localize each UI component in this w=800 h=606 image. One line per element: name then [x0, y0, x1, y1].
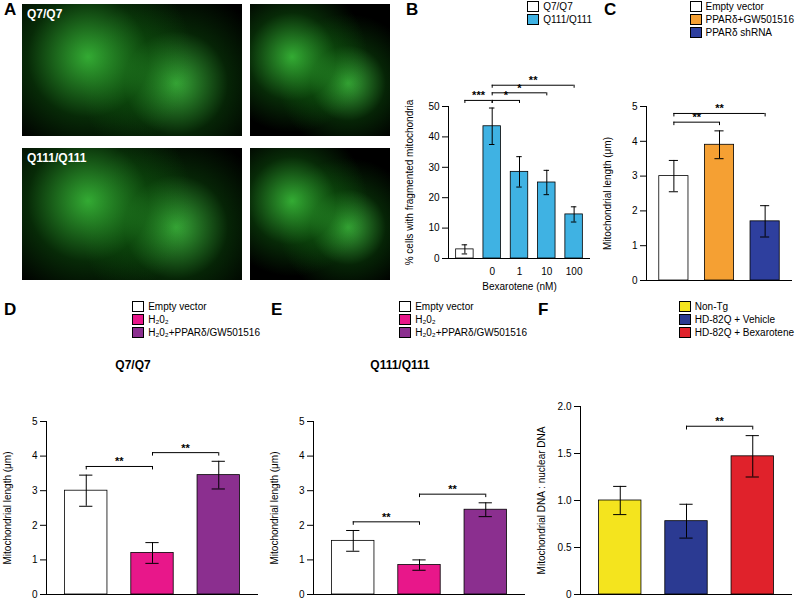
html-text:E: E	[271, 300, 283, 319]
svg-text:2.0: 2.0	[558, 401, 572, 412]
svg-text:3: 3	[32, 485, 38, 496]
html-text:HD-82Q + Bexarotene: HD-82Q + Bexarotene	[694, 327, 794, 338]
svg-text:0: 0	[32, 589, 38, 600]
svg-text:***: ***	[472, 89, 486, 101]
svg-text:1: 1	[632, 240, 638, 251]
svg-text:0: 0	[632, 275, 638, 286]
html-text:Q7/Q7: Q7/Q7	[27, 7, 63, 21]
html-text:Q111/Q111: Q111/Q111	[370, 358, 430, 372]
svg-text:Bexarotene (nM): Bexarotene (nM)	[482, 281, 556, 292]
html-text:A: A	[4, 0, 17, 19]
svg-text:1: 1	[517, 266, 523, 277]
svg-text:20: 20	[428, 192, 440, 203]
svg-text:30: 30	[428, 162, 440, 173]
svg-text:Mitochondrial length (μm): Mitochondrial length (μm)	[269, 451, 280, 564]
svg-text:**: **	[181, 442, 190, 454]
svg-text:3: 3	[299, 485, 305, 496]
html-text:HD-82Q + Vehicle: HD-82Q + Vehicle	[694, 314, 776, 325]
svg-text:5: 5	[32, 416, 38, 427]
svg-text:3: 3	[632, 170, 638, 181]
svg-text:**: **	[448, 483, 457, 495]
svg-text:0.5: 0.5	[558, 542, 572, 553]
svg-text:**: **	[715, 102, 724, 114]
svg-text:1: 1	[299, 554, 305, 565]
svg-text:1.5: 1.5	[558, 448, 572, 459]
svg-text:1.0: 1.0	[558, 495, 572, 506]
svg-text:**: **	[115, 455, 124, 467]
svg-text:4: 4	[32, 450, 38, 461]
html-text:Q111/Q111: Q111/Q111	[543, 14, 592, 25]
svg-text:1: 1	[32, 554, 38, 565]
svg-text:4: 4	[299, 450, 305, 461]
svg-text:Mitochondrial length (μm): Mitochondrial length (μm)	[2, 451, 13, 564]
svg-text:0: 0	[299, 589, 305, 600]
html-text:H₂0₂+PPARδ/GW501516: H₂0₂+PPARδ/GW501516	[415, 327, 527, 338]
svg-text:2: 2	[299, 520, 305, 531]
html-text:Empty vector: Empty vector	[415, 301, 474, 312]
svg-text:50: 50	[428, 101, 440, 112]
html-text:H₂0₂: H₂0₂	[148, 314, 169, 325]
svg-text:4: 4	[632, 136, 638, 147]
html-text:Empty vector: Empty vector	[148, 301, 207, 312]
html-text:B: B	[406, 0, 419, 19]
svg-text:40: 40	[428, 131, 440, 142]
svg-text:*: *	[504, 89, 509, 101]
svg-text:100: 100	[566, 266, 583, 277]
svg-text:2: 2	[32, 520, 38, 531]
html-text:F: F	[538, 300, 549, 319]
svg-text:10: 10	[428, 222, 440, 233]
svg-text:% cells with fragmented mitoch: % cells with fragmented mitochondria	[404, 99, 415, 265]
html-text:Q7/Q7: Q7/Q7	[115, 358, 151, 372]
html-text:Q7/Q7: Q7/Q7	[543, 1, 573, 12]
html-text:D: D	[4, 300, 17, 319]
svg-text:0: 0	[489, 266, 495, 277]
svg-text:5: 5	[632, 101, 638, 112]
html-text:H₂0₂: H₂0₂	[415, 314, 436, 325]
svg-text:10: 10	[541, 266, 553, 277]
svg-text:0: 0	[566, 589, 572, 600]
svg-text:5: 5	[299, 416, 305, 427]
svg-text:0: 0	[434, 253, 440, 264]
svg-text:*: *	[517, 82, 522, 94]
svg-text:2: 2	[632, 205, 638, 216]
html-text:H₂0₂+PPARδ/GW501516: H₂0₂+PPARδ/GW501516	[148, 327, 260, 338]
html-text:Q111/Q111: Q111/Q111	[27, 151, 87, 165]
html-text:Non-Tg: Non-Tg	[694, 301, 729, 312]
svg-text:Mitochondrial length (μm): Mitochondrial length (μm)	[602, 137, 613, 250]
html-text:Empty vector: Empty vector	[705, 1, 764, 12]
html-text:PPARδ shRNA: PPARδ shRNA	[705, 27, 772, 38]
svg-text:**: **	[382, 511, 391, 523]
html-text:C: C	[604, 0, 617, 19]
html-text:PPARδ+GW501516: PPARδ+GW501516	[705, 14, 794, 25]
svg-text:**: **	[715, 415, 724, 427]
svg-text:Mitochondrial DNA : nuclear DN: Mitochondrial DNA : nuclear DNA	[536, 426, 547, 574]
svg-text:**: **	[529, 74, 538, 86]
svg-text:**: **	[692, 111, 701, 123]
